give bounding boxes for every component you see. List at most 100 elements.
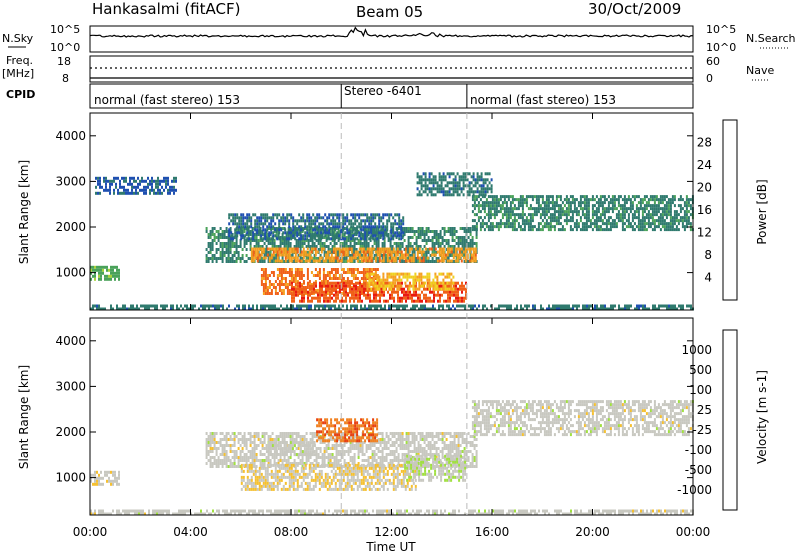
- power-cell-3: [362, 225, 365, 229]
- power-cell-3: [290, 216, 293, 220]
- power-cell-9: [484, 190, 487, 194]
- power-cell-3: [356, 228, 359, 232]
- power-cell-4: [462, 250, 465, 254]
- power-cell-2: [211, 257, 214, 260]
- velocity-cell-0: [128, 509, 130, 513]
- power-cell-4: [336, 247, 339, 251]
- power-cell-8: [599, 219, 602, 223]
- power-cell-2: [335, 242, 338, 245]
- power-cell-4: [290, 250, 293, 254]
- power-cell-7: [374, 275, 377, 279]
- velocity-cell-0: [396, 509, 398, 513]
- power-cell-6: [355, 287, 357, 291]
- power-cell-6: [345, 293, 347, 297]
- power-cell-8: [661, 210, 664, 214]
- power-cell-8: [669, 225, 672, 229]
- velocity-cell-0: [328, 509, 330, 513]
- power-cell-5: [296, 271, 299, 274]
- power-cell-1: [414, 304, 416, 308]
- power-cell-4: [430, 253, 433, 257]
- power-cell-2: [365, 245, 368, 248]
- power-cell-2: [225, 227, 228, 230]
- power-cell-3: [254, 219, 257, 223]
- power-cell-3: [372, 231, 375, 235]
- power-cell-3: [298, 228, 301, 232]
- power-cell-3: [380, 225, 383, 229]
- power-cell-5: [326, 280, 329, 283]
- power-cell-8: [623, 222, 626, 226]
- power-cell-10: [147, 185, 149, 189]
- power-cell-3: [246, 222, 249, 226]
- power-cell-8: [641, 219, 644, 223]
- power-cell-4: [394, 259, 397, 263]
- power-cell-1: [356, 307, 358, 311]
- power-cell-2: [321, 236, 324, 239]
- power-cell-1: [104, 307, 106, 311]
- power-cell-10: [143, 179, 145, 183]
- power-cell-4: [282, 253, 285, 257]
- velocity-cell-0: [238, 509, 240, 513]
- power-cell-6: [447, 284, 449, 288]
- power-cell-2: [259, 245, 262, 248]
- power-cell-1: [628, 304, 630, 308]
- power-cell-7: [398, 272, 401, 276]
- power-cell-2: [423, 230, 426, 233]
- power-cell-2: [397, 245, 400, 248]
- power-cell-7: [444, 284, 447, 288]
- velocity-cell-0: [396, 512, 398, 516]
- power-cell-8: [553, 228, 556, 232]
- power-cell-9: [474, 178, 477, 182]
- power-cell-1: [560, 307, 562, 311]
- power-cell-8: [549, 219, 552, 223]
- power-cell-1: [624, 304, 626, 308]
- power-cell-2: [303, 260, 306, 263]
- power-cell-7: [418, 287, 421, 291]
- power-cell-4: [256, 256, 259, 260]
- power-cell-7: [416, 287, 419, 291]
- power-cell-6: [353, 284, 355, 288]
- velocity-cell-0: [354, 509, 356, 513]
- velocity-cell-0: [178, 512, 180, 516]
- power-cell-8: [495, 195, 498, 199]
- power-cell-2: [425, 233, 428, 236]
- power-cell-4: [374, 250, 377, 254]
- power-cell-8: [587, 198, 590, 202]
- power-cell-2: [303, 242, 306, 245]
- power-cell-3: [292, 219, 295, 223]
- power-cell-3: [248, 225, 251, 229]
- power-cell-3: [334, 213, 337, 217]
- power-cell-2: [253, 233, 256, 236]
- power-cell-4: [398, 259, 401, 263]
- power-cell-8: [509, 216, 512, 220]
- power-cell-4: [308, 253, 311, 257]
- power-cell-10: [157, 176, 159, 180]
- power-cell-8: [639, 207, 642, 211]
- power-cell-1: [100, 307, 102, 311]
- power-cell-8: [579, 201, 582, 205]
- power-cell-3: [314, 225, 317, 229]
- power-cell-8: [649, 222, 652, 226]
- power-cell-6: [381, 290, 383, 294]
- power-cell-2: [267, 257, 270, 260]
- power-cell-2: [267, 227, 270, 230]
- power-cell-4: [406, 259, 409, 263]
- power-cell-3: [246, 219, 249, 223]
- power-ylabel: Slant Range [km]: [17, 160, 31, 264]
- power-cell-4: [334, 253, 337, 257]
- power-cell-3: [362, 219, 365, 223]
- power-cell-3: [352, 234, 355, 238]
- power-cell-8: [619, 195, 622, 199]
- velocity-cell-0: [160, 512, 162, 516]
- power-cell-2: [329, 230, 332, 233]
- power-cell-5: [308, 280, 311, 283]
- power-cell-7: [442, 278, 445, 282]
- power-cell-3: [282, 216, 285, 220]
- power-cell-7: [448, 272, 451, 276]
- velocity-cell-0: [350, 512, 352, 516]
- power-cell-3: [382, 213, 385, 217]
- power-cell-6: [295, 287, 297, 291]
- power-cell-2: [275, 254, 278, 257]
- power-cell-8: [533, 210, 536, 214]
- power-cell-8: [635, 204, 638, 208]
- power-cell-1: [404, 307, 406, 311]
